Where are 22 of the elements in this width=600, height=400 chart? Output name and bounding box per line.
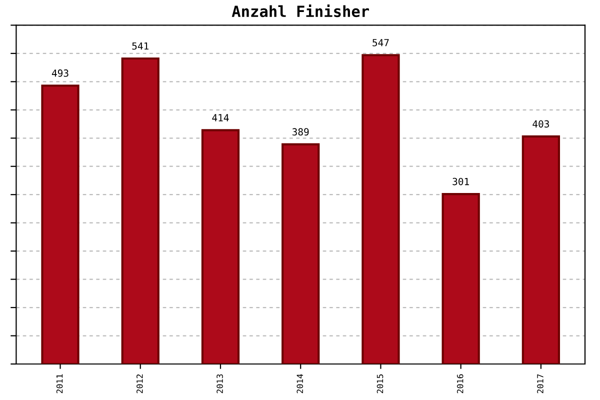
- bar: [121, 57, 160, 364]
- data-label: 389: [292, 128, 309, 136]
- chart-title: Anzahl Finisher: [232, 4, 369, 18]
- x-tick-label: 2013: [216, 374, 223, 394]
- bar: [41, 84, 80, 364]
- data-label: 301: [452, 178, 469, 186]
- x-tick-label: 2015: [376, 374, 384, 394]
- x-tick-label: 2017: [537, 374, 544, 394]
- data-label: 493: [52, 69, 68, 77]
- data-label: 547: [372, 39, 389, 46]
- x-tick-label: 2016: [456, 374, 464, 394]
- data-label: 414: [212, 114, 229, 122]
- data-label: 541: [132, 42, 148, 50]
- bar: [201, 129, 240, 364]
- bar: [362, 54, 400, 364]
- bar: [442, 192, 480, 364]
- x-tick-label: 2014: [296, 374, 304, 394]
- x-tick-label: 2011: [56, 374, 63, 394]
- data-label: 403: [532, 120, 549, 128]
- bar: [282, 143, 320, 364]
- bar: [522, 135, 560, 364]
- x-tick-label: 2012: [136, 374, 143, 394]
